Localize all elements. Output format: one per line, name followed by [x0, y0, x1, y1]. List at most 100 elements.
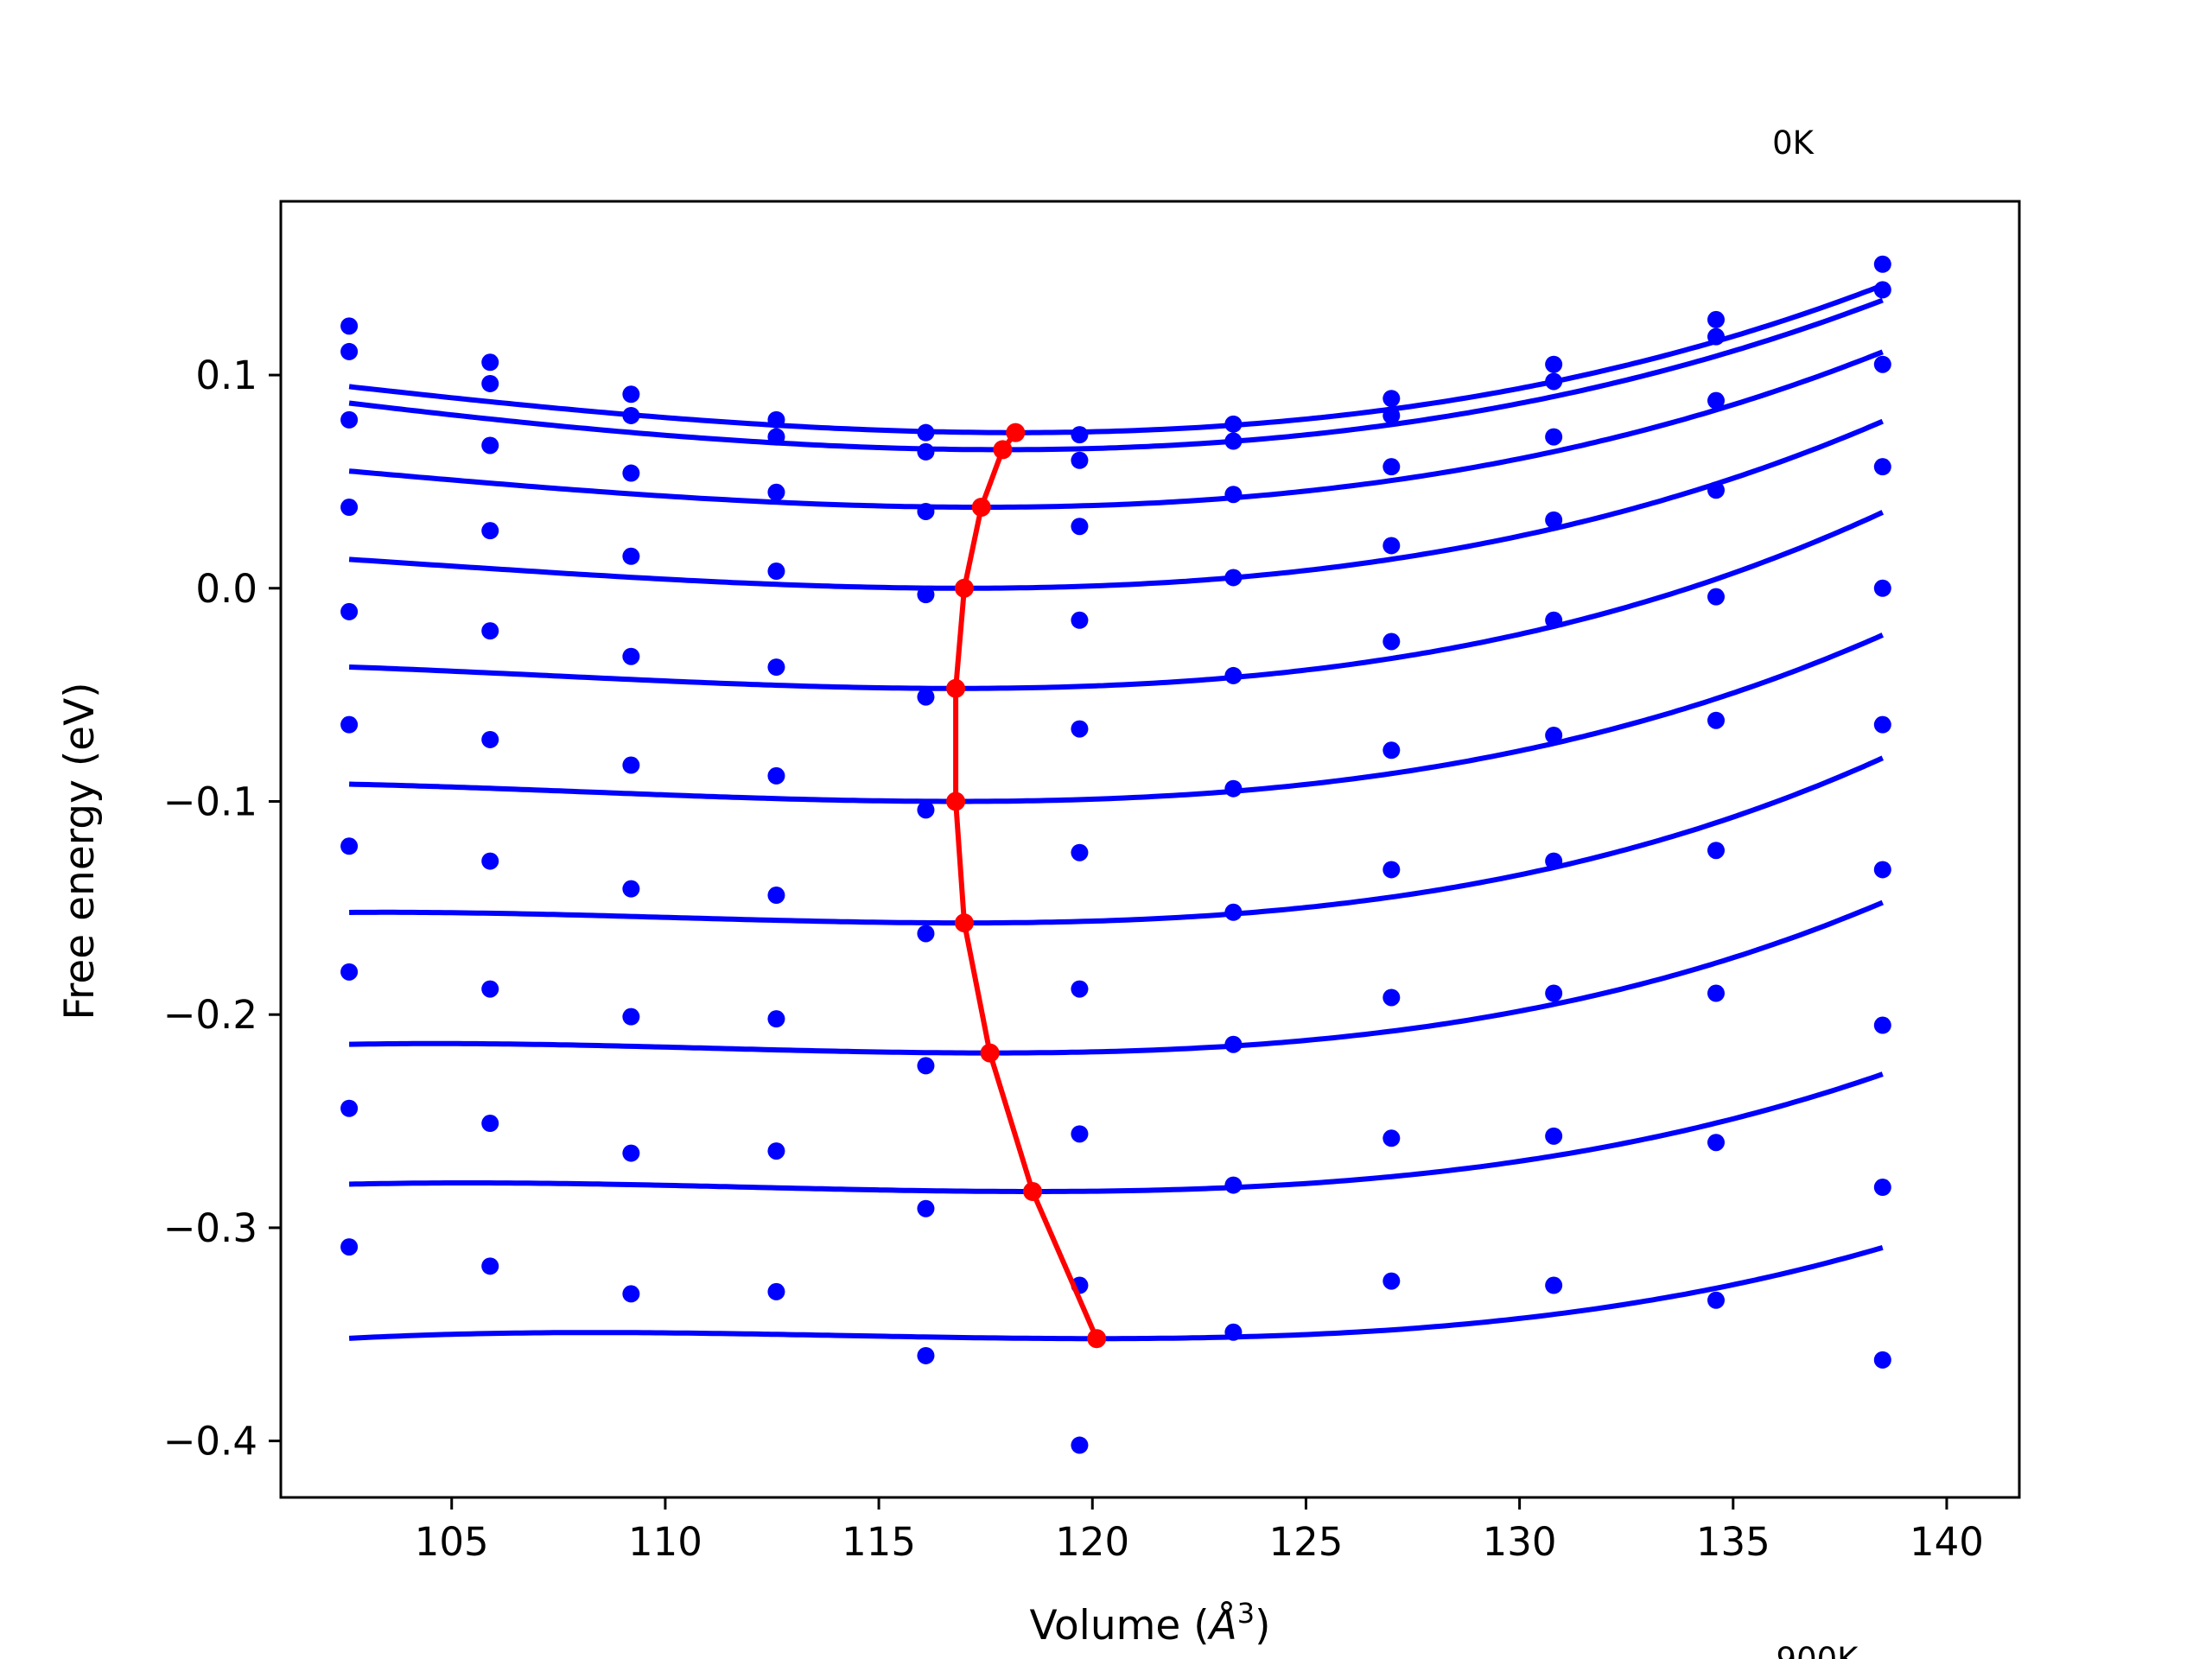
y-tick-label: 0.0	[195, 566, 257, 612]
fit-curve-6	[349, 755, 1885, 926]
data-point	[1545, 1276, 1563, 1294]
data-point	[1071, 843, 1089, 861]
data-point	[481, 730, 499, 748]
data-point	[1707, 310, 1726, 328]
minimum-point	[993, 440, 1013, 460]
data-point	[340, 602, 359, 620]
x-tick-label: 110	[628, 1519, 702, 1565]
data-point	[1545, 984, 1563, 1002]
data-point	[767, 1010, 785, 1028]
data-point	[340, 1238, 359, 1256]
data-point	[917, 423, 935, 442]
data-point	[767, 766, 785, 785]
data-point	[1545, 428, 1563, 446]
x-axis-label-end: )	[1255, 1602, 1270, 1649]
data-point	[1071, 426, 1089, 444]
data-point	[1873, 1016, 1891, 1034]
x-tick-label: 115	[842, 1519, 916, 1565]
data-point	[1224, 432, 1243, 450]
fit-curve-7	[349, 899, 1884, 1056]
y-axis-ticks: −0.4 −0.3 −0.2 −0.1 0.0 0.1	[163, 353, 281, 1465]
data-point	[1382, 537, 1401, 555]
fit-curve-1	[348, 297, 1884, 453]
data-point	[1224, 1176, 1243, 1194]
data-point	[340, 342, 359, 360]
fit-curve-0	[348, 283, 1884, 435]
minimum-point	[946, 791, 966, 811]
data-point	[1707, 481, 1726, 499]
x-tick-label: 120	[1055, 1519, 1129, 1565]
annotation-0k: 0K	[1772, 124, 1815, 162]
data-point	[1382, 406, 1401, 424]
data-point	[622, 1007, 640, 1026]
data-point	[1382, 861, 1401, 879]
data-point	[340, 1099, 359, 1117]
data-point	[1873, 1351, 1891, 1369]
data-point	[622, 547, 640, 565]
plot-frame	[279, 200, 2021, 1499]
data-point	[1873, 458, 1891, 476]
x-axis-label-main: Volume (	[1030, 1602, 1210, 1649]
data-point	[917, 1057, 935, 1075]
data-point	[340, 837, 359, 855]
fit-curve-5	[349, 632, 1885, 804]
data-point	[481, 436, 499, 454]
data-point	[340, 410, 359, 429]
data-point	[1545, 372, 1563, 391]
data-point	[1224, 903, 1243, 921]
data-point	[1224, 666, 1243, 684]
minimum-point	[1023, 1181, 1043, 1201]
data-point	[1224, 486, 1243, 504]
data-point	[1071, 451, 1089, 469]
data-point	[1071, 1436, 1089, 1454]
data-point	[1224, 779, 1243, 798]
data-point	[340, 317, 359, 335]
data-point	[1224, 415, 1243, 433]
data-point	[1873, 579, 1891, 597]
data-point	[481, 622, 499, 640]
data-point	[622, 385, 640, 404]
data-point	[767, 887, 785, 905]
y-tick-label: −0.2	[163, 992, 257, 1038]
data-point	[1545, 355, 1563, 373]
data-point	[917, 1199, 935, 1217]
data-point	[481, 374, 499, 392]
data-point	[1224, 1323, 1243, 1341]
y-axis-label: Free energy (eV)	[56, 682, 104, 1020]
x-tick-label: 140	[1910, 1519, 1984, 1565]
data-point	[622, 1144, 640, 1162]
fit-curve-9	[348, 1245, 1884, 1342]
data-point	[622, 647, 640, 665]
data-point	[1382, 741, 1401, 760]
fit-curve-8	[349, 1071, 1884, 1194]
data-point	[1873, 281, 1891, 299]
data-point	[1707, 588, 1726, 606]
data-point	[1873, 861, 1891, 879]
x-axis-label: Volume (Å3)	[1030, 1597, 1271, 1649]
data-point	[1873, 355, 1891, 373]
data-point	[767, 483, 785, 501]
data-point	[481, 353, 499, 372]
data-point	[1071, 518, 1089, 536]
x-axis-label-symbol: Å	[1207, 1602, 1237, 1649]
data-point	[1707, 1134, 1726, 1152]
data-point	[1873, 255, 1891, 273]
data-point	[1707, 327, 1726, 346]
data-point	[340, 499, 359, 517]
data-point	[481, 852, 499, 870]
y-tick-label: 0.1	[195, 353, 257, 398]
x-tick-label: 125	[1268, 1519, 1343, 1565]
minima-line	[953, 430, 1099, 1340]
minimum-point	[1087, 1329, 1107, 1349]
data-point	[1382, 458, 1401, 476]
data-point	[1873, 715, 1891, 734]
fit-curve-2	[348, 349, 1884, 510]
data-point	[1071, 980, 1089, 998]
data-point	[1382, 390, 1401, 408]
data-point	[767, 428, 785, 446]
data-point	[1545, 1127, 1563, 1145]
y-tick-label: −0.1	[163, 779, 257, 824]
data-point	[481, 980, 499, 998]
data-point	[1382, 1272, 1401, 1290]
data-point	[1545, 852, 1563, 870]
